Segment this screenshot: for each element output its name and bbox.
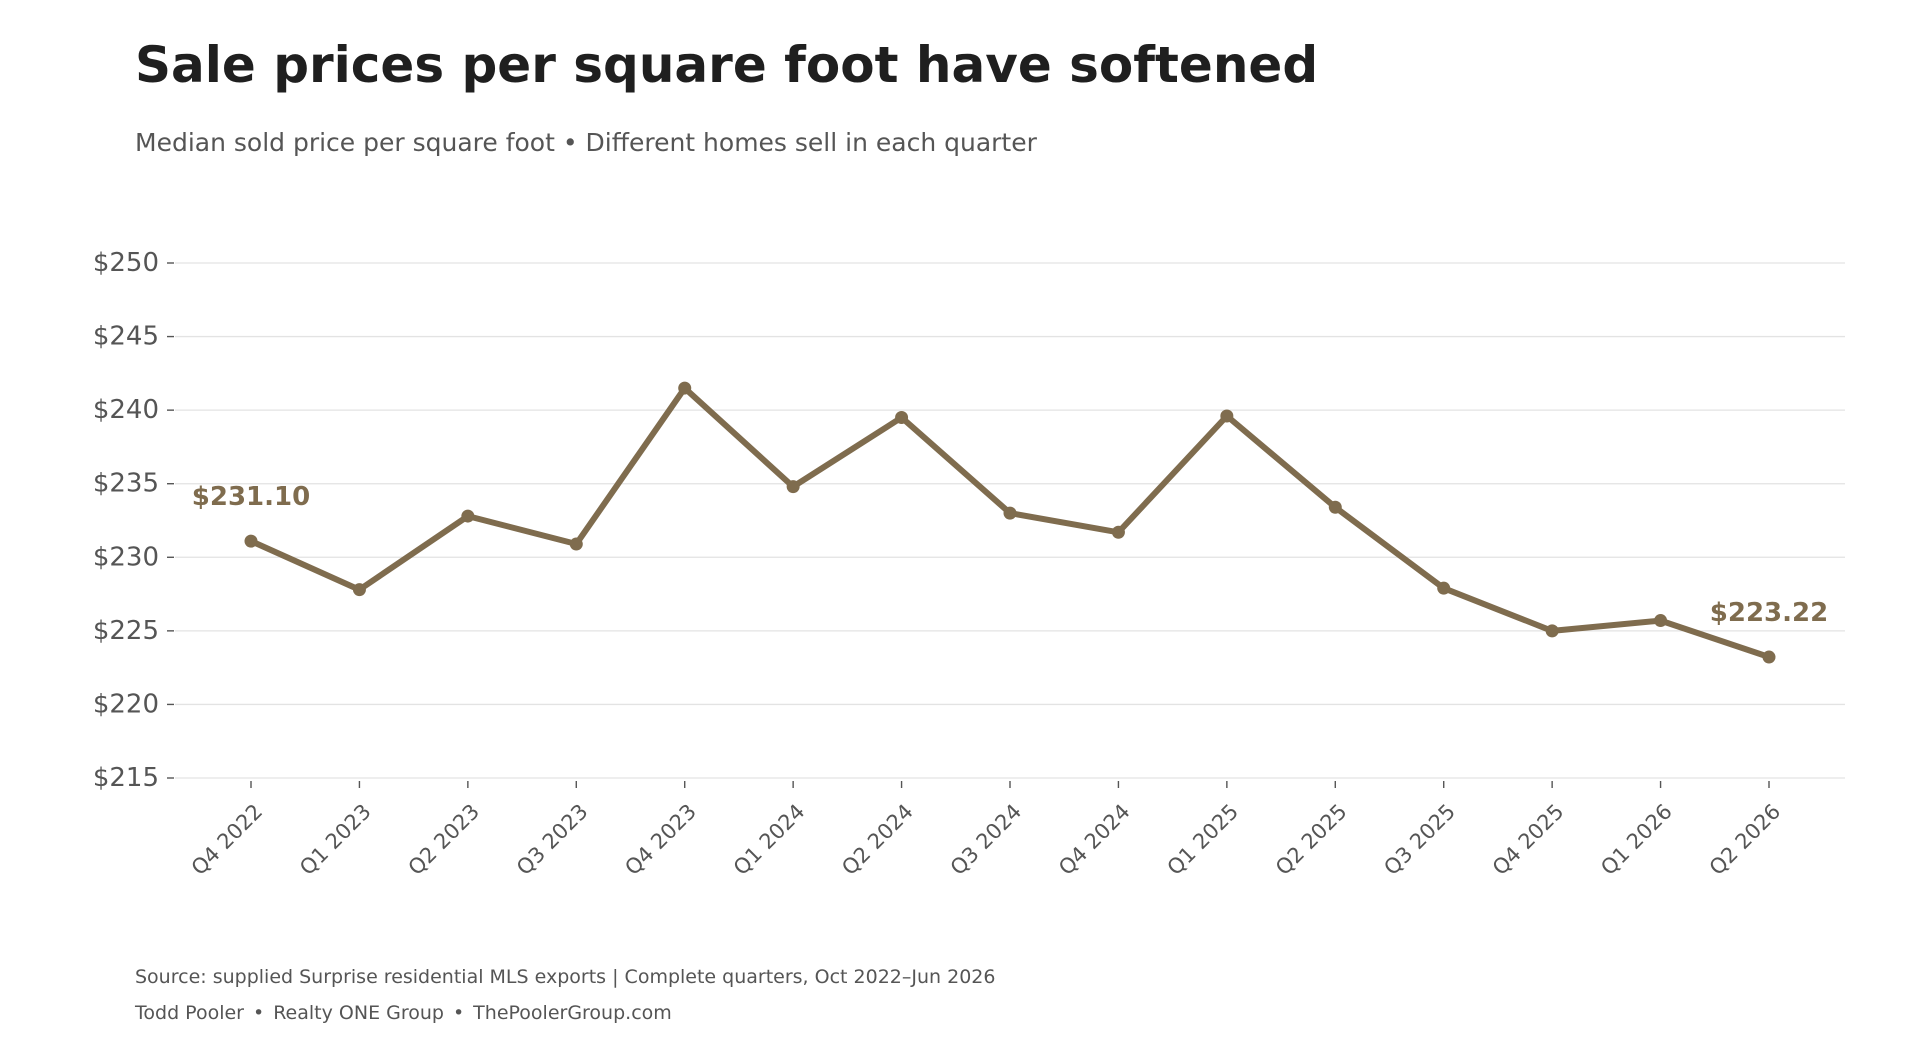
x-tick-label: Q2 2025: [1271, 799, 1352, 880]
data-point: [569, 537, 583, 551]
data-point: [678, 381, 692, 395]
credit-separator: •: [452, 1002, 465, 1024]
data-point: [244, 534, 258, 548]
x-tick-label: Q2 2026: [1705, 799, 1786, 880]
credit-brokerage: Realty ONE Group: [273, 1002, 444, 1024]
chart-title: Sale prices per square foot have softene…: [135, 36, 1319, 94]
source-note: Source: supplied Surprise residential ML…: [135, 966, 996, 988]
x-tick-label: Q1 2025: [1163, 799, 1244, 880]
credit-separator: •: [252, 1002, 265, 1024]
y-tick-label: $245: [93, 322, 159, 352]
data-point: [352, 583, 366, 597]
data-point: [1762, 650, 1776, 664]
y-tick-label: $240: [93, 395, 159, 425]
data-point: [1220, 409, 1234, 423]
data-label: $231.10: [192, 482, 310, 512]
y-tick-label: $225: [93, 616, 159, 646]
data-point: [1328, 500, 1342, 514]
annotations: $231.10 $223.22: [192, 482, 1828, 628]
x-tick-label: Q3 2024: [946, 799, 1027, 880]
x-tick-label: Q1 2023: [295, 799, 376, 880]
y-tick-label: $230: [93, 542, 159, 572]
x-tick-label: Q1 2026: [1596, 799, 1677, 880]
gridlines: [175, 262, 1845, 779]
data-point: [1003, 506, 1017, 520]
data-label: $223.22: [1710, 598, 1828, 628]
credit-line: Todd Pooler • Realty ONE Group • ThePoolerGr…: [135, 1002, 672, 1024]
data-point: [786, 480, 800, 494]
data-point: [1545, 624, 1559, 638]
x-tick-label: Q2 2024: [837, 799, 918, 880]
x-tick-label: Q3 2023: [512, 799, 593, 880]
x-tick-label: Q4 2022: [187, 799, 268, 880]
y-tick-label: $235: [93, 469, 159, 499]
credit-name: Todd Pooler: [135, 1002, 244, 1024]
x-tick-label: Q2 2023: [404, 799, 485, 880]
x-tick-label: Q4 2024: [1054, 799, 1135, 880]
credit-website: ThePoolerGroup.com: [473, 1002, 672, 1024]
x-tick-label: Q3 2025: [1379, 799, 1460, 880]
data-point: [1111, 525, 1125, 539]
y-tick-label: $215: [93, 763, 159, 793]
data-point: [895, 411, 909, 424]
y-tick-label: $250: [93, 248, 159, 278]
data-point: [1437, 581, 1451, 595]
x-axis: Q4 2022 Q1 2023 Q2 2023 Q3 2023 Q4 2023 Q1 20…: [187, 781, 1786, 880]
series-line: [248, 385, 1772, 660]
y-tick-label: $220: [93, 689, 159, 719]
x-tick-label: Q1 2024: [729, 799, 810, 880]
x-tick-label: Q4 2023: [620, 799, 701, 880]
y-axis: $215 $220 $225 $230 $235 $240 $245 $250: [93, 248, 174, 793]
chart-subtitle: Median sold price per square foot • Diff…: [135, 128, 1037, 157]
data-point: [1654, 614, 1668, 628]
line-chart: $215 $220 $225 $230 $235 $240 $245 $250 Q4 2022…: [93, 248, 1845, 880]
x-tick-label: Q4 2025: [1488, 799, 1569, 880]
series-median-price: [244, 381, 1776, 664]
data-point: [461, 509, 475, 523]
